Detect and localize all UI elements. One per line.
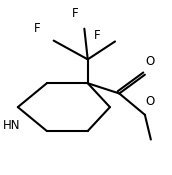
Text: F: F: [72, 7, 78, 20]
Text: HN: HN: [3, 119, 21, 132]
Text: F: F: [34, 22, 41, 35]
Text: O: O: [145, 55, 155, 68]
Text: O: O: [145, 95, 155, 108]
Text: F: F: [94, 29, 100, 42]
